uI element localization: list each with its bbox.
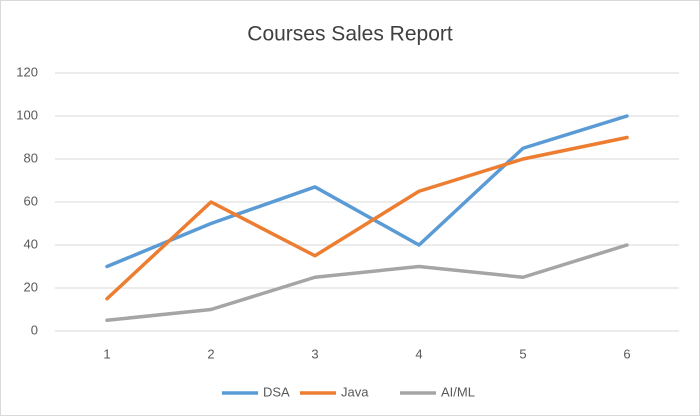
x-tick-label: 2 [207,346,214,361]
legend-label: DSA [263,384,290,399]
legend-label: AI/ML [441,384,475,399]
line-series [105,114,629,269]
y-tick-label: 100 [16,107,38,122]
x-tick-label: 3 [311,346,318,361]
line-series [105,243,629,322]
x-tick-label: 6 [623,346,630,361]
x-tick-label: 1 [103,346,110,361]
line-series [105,135,629,301]
y-tick-label: 80 [24,150,38,165]
y-tick-label: 0 [31,322,38,337]
x-tick-label: 4 [415,346,422,361]
y-tick-label: 120 [16,64,38,79]
y-tick-label: 40 [24,236,38,251]
y-tick-label: 60 [24,193,38,208]
x-tick-label: 5 [519,346,526,361]
legend-label: Java [341,384,369,399]
y-tick-label: 20 [24,279,38,294]
chart-title: Courses Sales Report [247,23,453,46]
